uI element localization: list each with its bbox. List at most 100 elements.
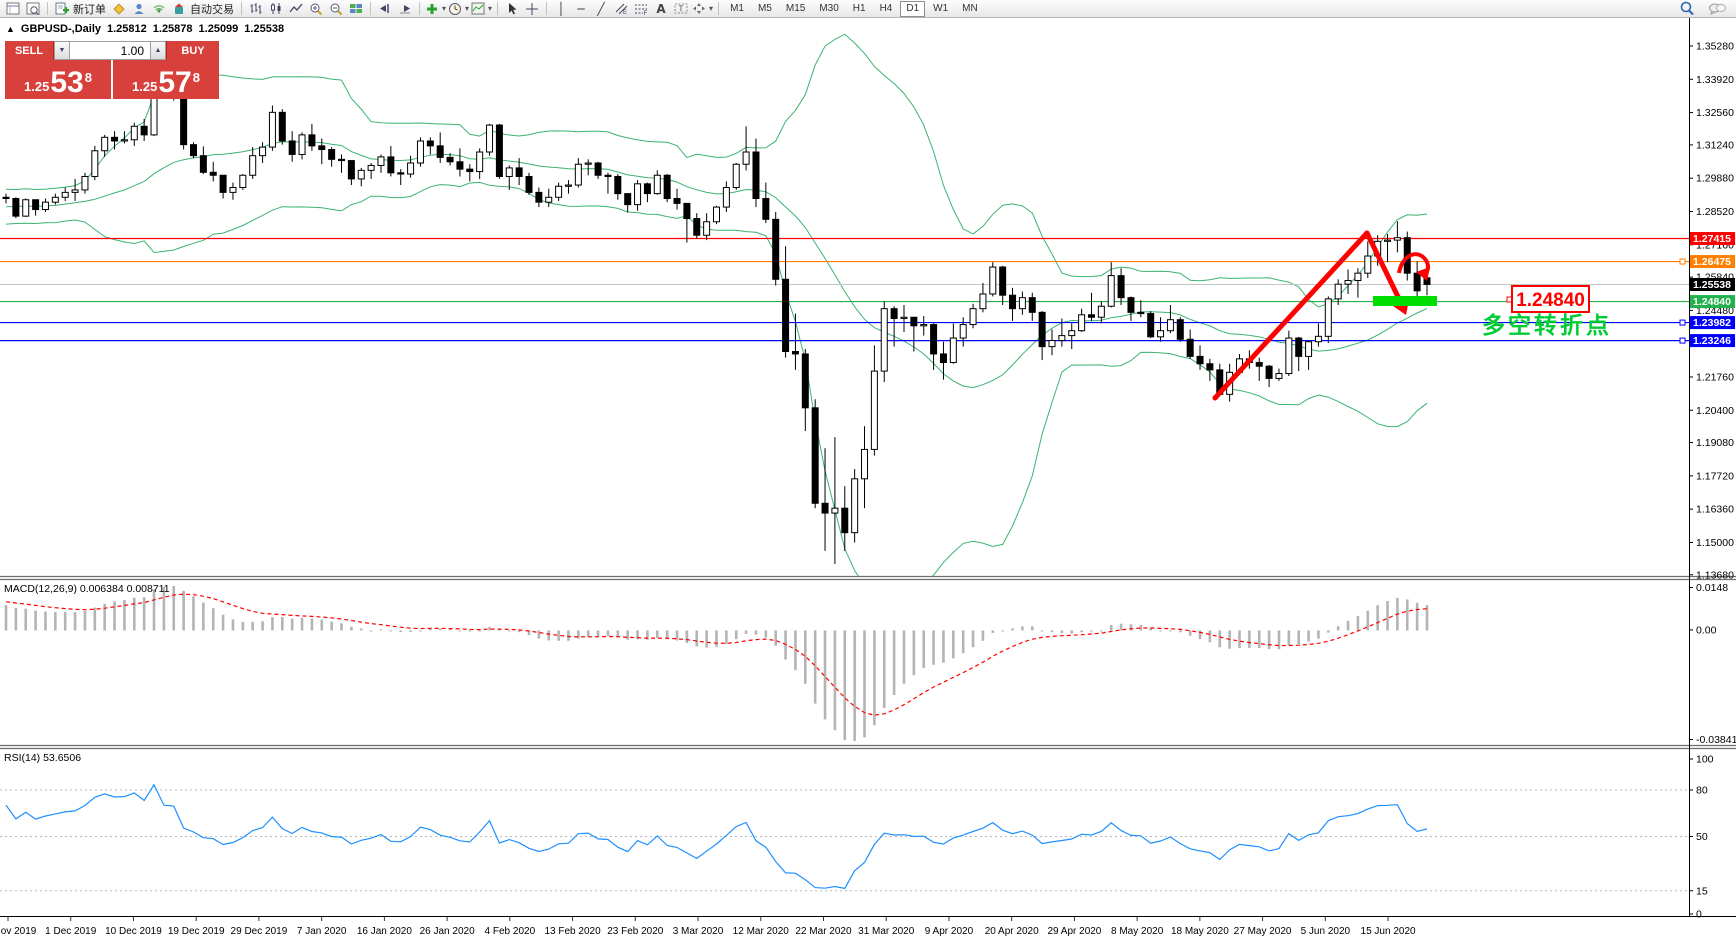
line-handle[interactable] xyxy=(1679,258,1686,265)
svg-text:1.13680: 1.13680 xyxy=(1696,569,1734,581)
buy-button[interactable]: BUY xyxy=(166,41,219,60)
svg-text:19 Dec 2019: 19 Dec 2019 xyxy=(168,926,225,937)
rsi-indicator xyxy=(0,783,1689,892)
svg-text:15 Jun 2020: 15 Jun 2020 xyxy=(1361,926,1416,937)
metaeditor-icon[interactable] xyxy=(109,1,129,17)
svg-text:18 May 2020: 18 May 2020 xyxy=(1171,926,1229,937)
trendline-down[interactable] xyxy=(1364,230,1405,308)
timeframe-H1[interactable]: H1 xyxy=(852,3,866,14)
buy-price[interactable]: 1.25 57 8 xyxy=(113,60,219,99)
candlesticks xyxy=(2,49,1431,564)
svg-text:1.23246: 1.23246 xyxy=(1693,335,1731,347)
quote-high: 1.25878 xyxy=(152,23,193,35)
new-order-icon[interactable] xyxy=(52,1,72,17)
crosshair-icon[interactable] xyxy=(522,1,542,17)
cursor-icon[interactable] xyxy=(502,1,522,17)
timeframe-H4[interactable]: H4 xyxy=(879,3,893,14)
support-highlight-bar[interactable] xyxy=(1373,296,1437,306)
chat-icon[interactable] xyxy=(1707,1,1727,17)
trendline-icon[interactable]: ╱ xyxy=(597,1,605,16)
collapse-panel-icon[interactable]: ▲ xyxy=(6,24,15,34)
autotrading-icon[interactable] xyxy=(169,1,189,17)
svg-text:5 Jun 2020: 5 Jun 2020 xyxy=(1301,926,1351,937)
svg-text:4 Feb 2020: 4 Feb 2020 xyxy=(485,926,536,937)
trendline-up[interactable] xyxy=(1212,230,1370,401)
svg-text:8 May 2020: 8 May 2020 xyxy=(1111,926,1164,937)
svg-text:23 Feb 2020: 23 Feb 2020 xyxy=(607,926,664,937)
search-icon[interactable] xyxy=(1677,1,1697,17)
svg-text:3 Mar 2020: 3 Mar 2020 xyxy=(673,926,724,937)
chart-shift-icon[interactable] xyxy=(375,1,395,17)
line-handle[interactable] xyxy=(1679,337,1686,344)
sell-price-sup: 8 xyxy=(84,70,92,85)
indicators-icon[interactable]: ▾ xyxy=(424,1,447,17)
line-chart-type-icon[interactable] xyxy=(286,1,306,17)
charts-window-icon[interactable] xyxy=(3,1,23,17)
svg-text:1.25538: 1.25538 xyxy=(1693,279,1731,291)
svg-text:26 Jan 2020: 26 Jan 2020 xyxy=(420,926,475,937)
timeframe-D1[interactable]: D1 xyxy=(900,0,926,17)
svg-text:1.31240: 1.31240 xyxy=(1696,139,1734,151)
horizontal-line-icon[interactable]: ─ xyxy=(577,1,585,16)
periods-icon[interactable]: ▾ xyxy=(447,1,470,17)
timeframe-M30[interactable]: M30 xyxy=(819,3,839,14)
equidistant-channel-icon[interactable]: E xyxy=(611,1,631,17)
svg-text:1.20400: 1.20400 xyxy=(1696,405,1734,417)
svg-text:1 Dec 2019: 1 Dec 2019 xyxy=(45,926,97,937)
timeframe-group: M1 M5 M15 M30 H1 H4 D1 W1 MN xyxy=(723,0,985,17)
zoom-out-icon[interactable] xyxy=(326,1,346,17)
sell-button[interactable]: SELL xyxy=(5,41,54,60)
svg-text:1.16360: 1.16360 xyxy=(1696,504,1734,516)
svg-text:15: 15 xyxy=(1696,885,1708,897)
autotrading-label[interactable]: 自动交易 xyxy=(190,3,234,16)
timeframe-M5[interactable]: M5 xyxy=(757,3,772,14)
text-label-icon[interactable]: T xyxy=(671,1,691,17)
new-order-label[interactable]: 新订单 xyxy=(73,3,106,16)
svg-text:E: E xyxy=(623,10,627,15)
timeframe-W1[interactable]: W1 xyxy=(933,3,949,14)
svg-text:16 Jan 2020: 16 Jan 2020 xyxy=(357,926,412,937)
svg-text:10 Dec 2019: 10 Dec 2019 xyxy=(105,926,162,937)
date-axis: 21 Nov 2019 1 Dec 2019 10 Dec 2019 19 Dec 2… xyxy=(0,917,1416,937)
data-window-icon[interactable] xyxy=(23,1,43,17)
zoom-in-icon[interactable] xyxy=(306,1,326,17)
price-callout-box[interactable] xyxy=(1511,285,1590,313)
vertical-line-icon[interactable]: │ xyxy=(557,1,565,16)
bar-chart-type-icon[interactable] xyxy=(246,1,266,17)
svg-text:1.19080: 1.19080 xyxy=(1696,437,1734,449)
timeframe-M15[interactable]: M15 xyxy=(785,3,806,14)
buy-price-small: 1.25 xyxy=(132,79,158,94)
tile-windows-icon[interactable] xyxy=(346,1,366,17)
sell-price[interactable]: 1.25 53 8 xyxy=(5,60,111,99)
symbol-period-label: GBPUSD-,Daily xyxy=(20,23,101,35)
templates-icon[interactable]: ▾ xyxy=(470,1,493,17)
svg-text:12 Mar 2020: 12 Mar 2020 xyxy=(733,926,790,937)
volume-decrease-button[interactable]: ▼ xyxy=(54,41,70,60)
auto-scroll-icon[interactable] xyxy=(395,1,415,17)
annotation-note-text[interactable]: 多空转折点 xyxy=(1482,312,1612,338)
timeframe-M1[interactable]: M1 xyxy=(730,3,744,14)
svg-text:1.15000: 1.15000 xyxy=(1696,537,1734,549)
svg-text:1.21760: 1.21760 xyxy=(1696,371,1734,383)
volume-input[interactable]: 1.00 xyxy=(70,41,150,60)
community-icon[interactable] xyxy=(129,1,149,17)
fibonacci-icon[interactable]: F xyxy=(631,1,651,17)
arrows-icon[interactable]: ▾ xyxy=(691,1,714,17)
volume-increase-button[interactable]: ▲ xyxy=(150,41,166,60)
svg-text:100: 100 xyxy=(1696,754,1714,766)
svg-text:7 Jan 2020: 7 Jan 2020 xyxy=(297,926,347,937)
candlestick-chart-type-icon[interactable] xyxy=(266,1,286,17)
quote-close: 1.25538 xyxy=(244,23,285,35)
timeframe-MN[interactable]: MN xyxy=(962,3,978,14)
line-handle[interactable] xyxy=(1679,319,1686,326)
svg-text:31 Mar 2020: 31 Mar 2020 xyxy=(858,926,915,937)
price-callout-text: 1.24840 xyxy=(1516,290,1585,311)
svg-text:1.17720: 1.17720 xyxy=(1696,470,1734,482)
svg-text:1.26475: 1.26475 xyxy=(1693,256,1731,268)
text-icon[interactable]: A xyxy=(656,1,666,16)
svg-text:29 Dec 2019: 29 Dec 2019 xyxy=(231,926,288,937)
signals-icon[interactable] xyxy=(149,1,169,17)
svg-text:1.35280: 1.35280 xyxy=(1696,41,1734,53)
svg-text:0.00: 0.00 xyxy=(1696,624,1717,636)
